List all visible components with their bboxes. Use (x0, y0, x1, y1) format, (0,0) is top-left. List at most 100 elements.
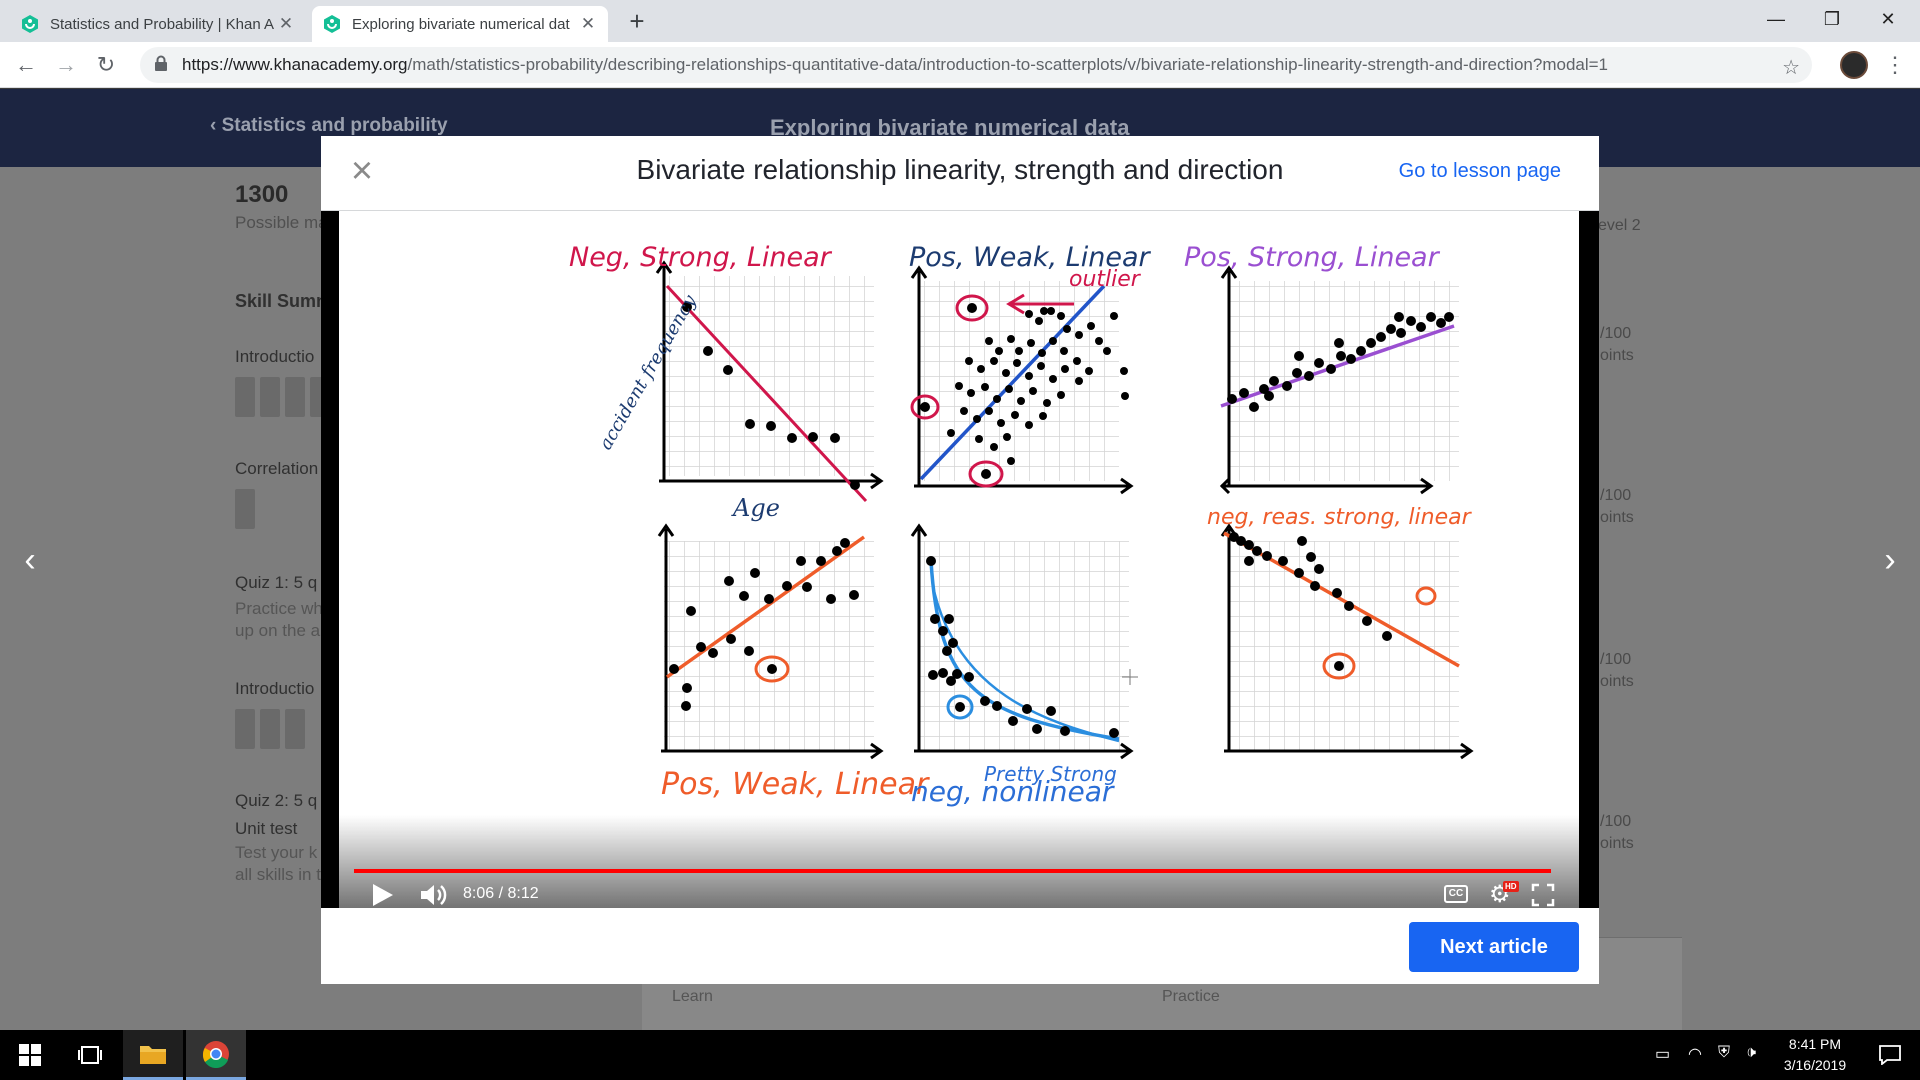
browser-tab-exploring[interactable]: Exploring bivariate numerical dat ✕ (312, 6, 608, 42)
battery-icon[interactable]: ▭ (1655, 1046, 1671, 1063)
tab-close-icon[interactable]: ✕ (580, 14, 596, 33)
video-frame: Neg, Strong, Linear accident frequency A… (339, 211, 1579, 908)
browser-toolbar: ← → ↻ https://www.khanacademy.org/math/s… (0, 42, 1920, 88)
points-label: oints (1600, 835, 1634, 852)
quiz-description: Practice wh (235, 599, 323, 618)
tab-practice[interactable]: Practice (1162, 988, 1220, 1005)
board-label-pretty-strong: Pretty Strong (984, 762, 1117, 786)
progress-pill (285, 709, 305, 749)
points-label: /100 (1600, 325, 1632, 342)
menu-kebab-icon[interactable]: ⋮ (1884, 52, 1906, 77)
next-arrow-icon[interactable]: › (1884, 541, 1896, 579)
board-label-pos-weak-linear: Pos, Weak, Linear (909, 242, 1152, 273)
browser-tab-statistics[interactable]: Statistics and Probability | Khan A ✕ (10, 6, 306, 42)
minimize-button[interactable]: — (1767, 8, 1785, 29)
chrome-icon[interactable] (186, 1030, 246, 1080)
level-label: evel 2 (1598, 217, 1641, 234)
window-close-button[interactable]: ✕ (1880, 8, 1896, 29)
profile-avatar[interactable] (1840, 51, 1868, 79)
board-label-age: Age (731, 494, 780, 522)
section-title[interactable]: Quiz 2: 5 q (235, 791, 318, 810)
previous-arrow-icon[interactable]: ‹ (24, 541, 36, 579)
windows-start-icon[interactable] (0, 1030, 60, 1080)
plot-panel-2: Pos, Weak, Linear outlier (909, 242, 1152, 495)
points-label: /100 (1600, 651, 1632, 668)
fullscreen-icon[interactable] (1531, 883, 1555, 907)
breadcrumb-label: Statistics and probability (221, 115, 448, 136)
plot-panel-5: Pretty Strong neg, nonlinear (910, 523, 1134, 808)
mastery-label: Possible ma (235, 213, 328, 232)
clock-date: 3/16/2019 (1783, 1057, 1847, 1073)
points-label: /100 (1600, 487, 1632, 504)
video-time: 8:06 / 8:12 (463, 885, 539, 902)
speaker-icon[interactable]: 🕩 (1746, 1044, 1757, 1061)
progress-pill (235, 489, 255, 529)
lock-icon (154, 55, 172, 76)
url-host: https://www.khanacademy.org (182, 55, 408, 74)
volume-icon[interactable] (419, 882, 449, 908)
modal-title: Bivariate relationship linearity, streng… (636, 154, 1284, 185)
section-title[interactable]: Unit test (235, 819, 298, 838)
section-title[interactable]: Introductio (235, 347, 315, 366)
go-to-lesson-link[interactable]: Go to lesson page (1398, 160, 1561, 182)
url-path: /math/statistics-probability/describing-… (407, 55, 1609, 74)
section-title[interactable]: Correlation (235, 459, 319, 478)
new-tab-button[interactable]: + (629, 6, 645, 36)
plot-panel-3: Pos, Strong, Linear (1184, 242, 1459, 495)
task-view-icon[interactable] (60, 1030, 120, 1080)
points-label: oints (1600, 673, 1634, 690)
unit-description: Test your k (235, 843, 318, 862)
reload-icon[interactable]: ↻ (96, 52, 116, 77)
points-label: /100 (1600, 813, 1632, 830)
wifi-icon[interactable]: ◠ (1688, 1046, 1702, 1063)
plot-panel-6: neg, reas. strong, linear (1207, 505, 1474, 760)
skill-summary-heading: Skill Sumn (235, 291, 328, 311)
board-label-neg-nonlinear: neg, nonlinear (911, 775, 1115, 808)
progress-pill (285, 377, 305, 417)
quiz-description: up on the a (235, 621, 321, 640)
file-explorer-icon[interactable] (123, 1030, 183, 1080)
progress-pill (235, 377, 255, 417)
close-icon[interactable]: × (350, 150, 374, 192)
closed-captions-button[interactable]: CC (1444, 885, 1468, 903)
breadcrumb[interactable]: ‹ Statistics and probability (210, 115, 448, 136)
board-label-neg-reas-strong-linear: neg, reas. strong, linear (1207, 505, 1473, 530)
tab-close-icon[interactable]: ✕ (278, 14, 294, 33)
video-player[interactable]: Neg, Strong, Linear accident frequency A… (321, 211, 1599, 908)
tab-learn[interactable]: Learn (672, 988, 713, 1005)
next-article-button[interactable]: Next article (1409, 922, 1579, 972)
address-bar[interactable]: https://www.khanacademy.org/math/statist… (140, 47, 1812, 83)
board-label-neg-strong-linear: Neg, Strong, Linear (569, 242, 833, 273)
clock-time: 8:41 PM (1788, 1036, 1842, 1052)
forward-arrow-icon[interactable]: → (55, 52, 77, 77)
cursor-crosshair-icon (1122, 669, 1138, 685)
play-icon[interactable] (371, 882, 395, 908)
scatterplot-board: Neg, Strong, Linear accident frequency A… (569, 242, 1474, 808)
video-modal: × Bivariate relationship linearity, stre… (321, 136, 1599, 984)
progress-pill (260, 709, 280, 749)
browser-tab-strip: Statistics and Probability | Khan A ✕ Ex… (0, 0, 1920, 42)
windows-taskbar: ▭ ◠ ⛨ 🕩 8:41 PM 3/16/2019 (0, 1030, 1920, 1080)
points-label: oints (1600, 509, 1634, 526)
maximize-button[interactable]: ❐ (1823, 8, 1841, 29)
bookmark-star-icon[interactable]: ☆ (1782, 57, 1800, 79)
shield-icon[interactable]: ⛨ (1718, 1044, 1731, 1061)
tab-title: Statistics and Probability | Khan A (50, 15, 275, 33)
section-title[interactable]: Introductio (235, 679, 315, 698)
plot-panel-1: Neg, Strong, Linear accident frequency A… (569, 242, 884, 522)
points-label: oints (1600, 347, 1634, 364)
board-label-pos-strong-linear: Pos, Strong, Linear (1184, 242, 1441, 273)
plot-panel-4: Pos, Weak, Linear (657, 523, 930, 802)
unit-description: all skills in t (235, 865, 321, 884)
notifications-icon[interactable] (1860, 1030, 1920, 1080)
khan-academy-icon (324, 15, 340, 33)
section-title[interactable]: Quiz 1: 5 q (235, 573, 318, 592)
hd-badge: HD (1503, 881, 1519, 892)
board-label-pos-weak-linear-2: Pos, Weak, Linear (661, 767, 930, 802)
back-arrow-icon[interactable]: ← (15, 52, 37, 77)
progress-pill (235, 709, 255, 749)
progress-bar[interactable] (354, 869, 1552, 873)
taskbar-clock[interactable]: 8:41 PM 3/16/2019 (1770, 1034, 1860, 1076)
page-header: ‹ Statistics and probability Exploring b… (0, 89, 1920, 167)
settings-gear-icon[interactable]: ⚙ HD (1489, 881, 1519, 908)
